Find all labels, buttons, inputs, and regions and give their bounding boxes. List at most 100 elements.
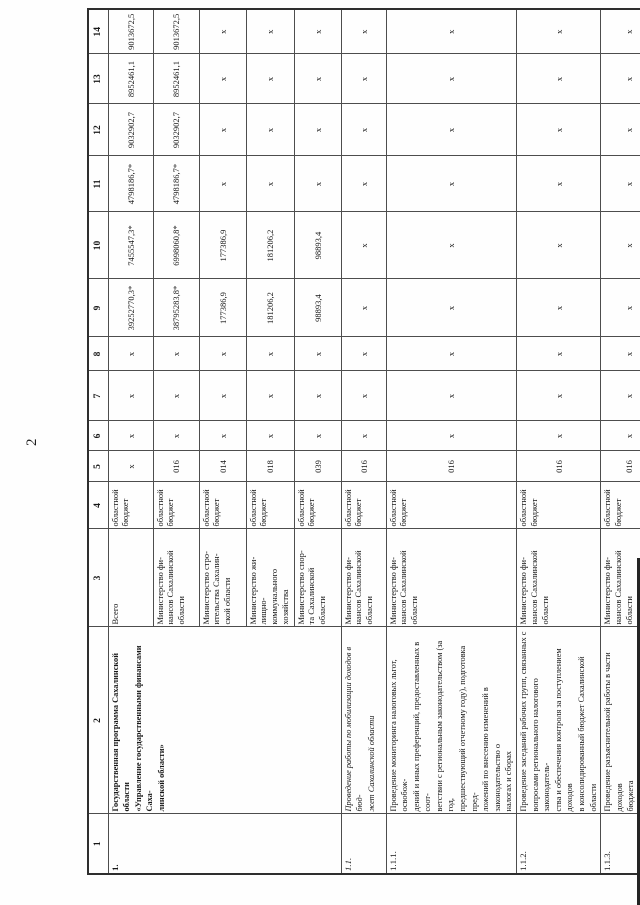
value-cell: х (153, 337, 199, 371)
value-cell: 8952461,1 (108, 54, 153, 104)
value-cell: х (108, 337, 153, 371)
row-number-cell: 1.1.1. (386, 814, 517, 874)
value-cell: х (600, 371, 640, 421)
value-cell: х (294, 104, 341, 156)
table-row: 1.1.1. Проведение мониторинга налоговых л… (386, 9, 517, 874)
table-row: 1. Государственная программа Сахалинской … (108, 9, 341, 874)
value-cell: 016 (516, 451, 601, 482)
value-cell: х (341, 279, 386, 337)
value-cell: 38795283,8* (153, 279, 199, 337)
value-cell: 039 (294, 451, 341, 482)
table-body: 1. Государственная программа Сахалинской … (108, 9, 640, 874)
value-cell: х (341, 212, 386, 279)
value-cell: 39252770,3* (108, 279, 153, 337)
budget-cell: областной бюджет (246, 482, 294, 529)
value-cell: х (516, 371, 601, 421)
value-cell: 7455547,3* (108, 212, 153, 279)
column-header-6: 6 (88, 421, 108, 451)
executor-cell: Министерство фи- нансов Сахалинской обла… (516, 529, 601, 627)
value-cell: х (386, 9, 517, 54)
column-header-5: 5 (88, 451, 108, 482)
column-header-12: 12 (88, 104, 108, 156)
value-cell: х (294, 371, 341, 421)
value-cell: х (246, 104, 294, 156)
value-cell: х (386, 212, 517, 279)
value-cell: х (246, 421, 294, 451)
executor-cell: Министерство фи- нансов Сахалинской обла… (341, 529, 386, 627)
column-header-4: 4 (88, 482, 108, 529)
budget-cell: областной бюджет (199, 482, 246, 529)
budget-cell: областной бюджет (153, 482, 199, 529)
value-cell: х (600, 212, 640, 279)
program-financing-table: 1 2 3 4 5 6 7 8 9 10 11 12 13 14 1. Государственная пр… (87, 8, 640, 875)
activity-cell: Проведение разъяснительной работы в част… (600, 627, 640, 814)
activity-cell: Государственная программа Сахалинской об… (108, 627, 341, 814)
budget-cell: областной бюджет (294, 482, 341, 529)
executor-cell: Министерство спор- та Сахалинской област… (294, 529, 341, 627)
column-header-3: 3 (88, 529, 108, 627)
value-cell: 016 (386, 451, 517, 482)
value-cell: 016 (153, 451, 199, 482)
executor-cell: Всего (108, 529, 153, 627)
value-cell: 4798186,7* (108, 156, 153, 212)
value-cell: х (246, 337, 294, 371)
page-number: 2 (24, 438, 40, 447)
table-row: 1.1.3. Проведение разъяснительной работы … (600, 9, 640, 874)
budget-cell: областной бюджет (600, 482, 640, 529)
value-cell: х (516, 156, 601, 212)
column-header-11: 11 (88, 156, 108, 212)
value-cell: 98893,4 (294, 279, 341, 337)
value-cell: 9032902,7 (153, 104, 199, 156)
value-cell: х (600, 421, 640, 451)
value-cell: 9032902,7 (108, 104, 153, 156)
value-cell: х (294, 54, 341, 104)
activity-cell: Проведение работы по мобилизации доходов… (341, 627, 386, 814)
value-cell: х (246, 9, 294, 54)
value-cell: х (600, 9, 640, 54)
column-header-2: 2 (88, 627, 108, 814)
value-cell: х (386, 279, 517, 337)
value-cell: 98893,4 (294, 212, 341, 279)
value-cell: х (341, 156, 386, 212)
value-cell: х (341, 54, 386, 104)
value-cell: х (341, 104, 386, 156)
value-cell: х (516, 421, 601, 451)
value-cell: 9013672,5 (108, 9, 153, 54)
value-cell: х (600, 156, 640, 212)
value-cell: х (516, 54, 601, 104)
value-cell: х (516, 279, 601, 337)
row-number-cell: 1. (108, 814, 341, 874)
value-cell: 9013672,5 (153, 9, 199, 54)
value-cell: х (386, 337, 517, 371)
value-cell: 177386,9 (199, 279, 246, 337)
value-cell: х (108, 421, 153, 451)
rotated-table-container: 1 2 3 4 5 6 7 8 9 10 11 12 13 14 1. Государственная пр… (87, 8, 640, 875)
value-cell: 016 (600, 451, 640, 482)
value-cell: х (600, 337, 640, 371)
budget-cell: областной бюджет (516, 482, 601, 529)
value-cell: х (294, 156, 341, 212)
value-cell: х (386, 54, 517, 104)
value-cell: 181206,2 (246, 212, 294, 279)
value-cell: х (600, 279, 640, 337)
budget-cell: областной бюджет (108, 482, 153, 529)
value-cell: х (341, 421, 386, 451)
value-cell: х (294, 421, 341, 451)
value-cell: х (386, 421, 517, 451)
value-cell: х (516, 104, 601, 156)
scan-edge-artifact (637, 558, 640, 905)
value-cell: х (246, 156, 294, 212)
column-header-13: 13 (88, 54, 108, 104)
value-cell: х (341, 337, 386, 371)
value-cell: х (341, 9, 386, 54)
value-cell: х (199, 156, 246, 212)
value-cell: х (600, 104, 640, 156)
value-cell: 181206,2 (246, 279, 294, 337)
value-cell: х (341, 371, 386, 421)
value-cell: х (386, 104, 517, 156)
column-header-1: 1 (88, 814, 108, 874)
value-cell: х (199, 9, 246, 54)
value-cell: 8952461,1 (153, 54, 199, 104)
executor-cell: Министерство фи- нансов Сахалинской обла… (600, 529, 640, 627)
